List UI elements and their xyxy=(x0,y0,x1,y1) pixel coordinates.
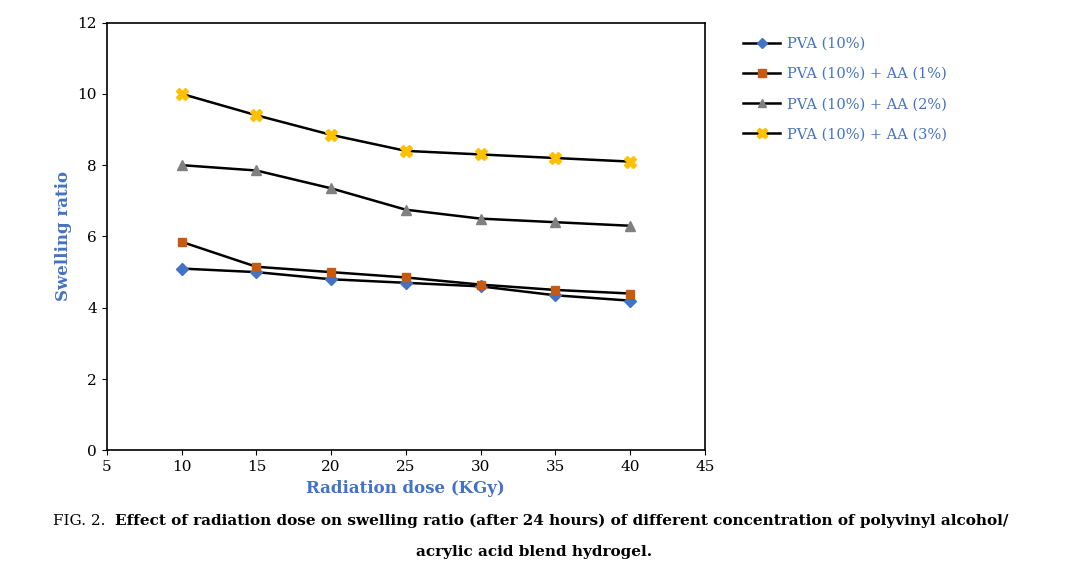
PVA (10%) xyxy=(175,265,188,272)
PVA (10%) + AA (1%) xyxy=(250,263,263,270)
PVA (10%) + AA (1%) xyxy=(474,281,487,288)
PVA (10%) + AA (3%) xyxy=(175,91,188,97)
PVA (10%) + AA (2%) xyxy=(399,206,412,213)
PVA (10%) + AA (1%) xyxy=(399,274,412,281)
PVA (10%) xyxy=(325,276,337,283)
PVA (10%) + AA (3%) xyxy=(250,112,263,119)
Line: PVA (10%) + AA (1%): PVA (10%) + AA (1%) xyxy=(177,238,634,298)
PVA (10%) + AA (2%) xyxy=(549,219,562,226)
PVA (10%) + AA (3%) xyxy=(399,148,412,154)
PVA (10%) + AA (3%) xyxy=(325,131,337,138)
X-axis label: Radiation dose (KGy): Radiation dose (KGy) xyxy=(307,480,505,497)
PVA (10%) + AA (1%) xyxy=(549,287,562,293)
PVA (10%) + AA (2%) xyxy=(624,222,637,229)
Text: Effect of radiation dose on swelling ratio (after 24 hours) of different concent: Effect of radiation dose on swelling rat… xyxy=(115,513,1009,528)
PVA (10%) + AA (1%) xyxy=(325,269,337,275)
Legend: PVA (10%), PVA (10%) + AA (1%), PVA (10%) + AA (2%), PVA (10%) + AA (3%): PVA (10%), PVA (10%) + AA (1%), PVA (10%… xyxy=(736,30,955,149)
Line: PVA (10%) + AA (2%): PVA (10%) + AA (2%) xyxy=(176,160,635,231)
Text: acrylic acid blend hydrogel.: acrylic acid blend hydrogel. xyxy=(415,545,653,558)
PVA (10%) xyxy=(474,283,487,290)
PVA (10%) + AA (1%) xyxy=(175,239,188,245)
PVA (10%) + AA (3%) xyxy=(624,158,637,165)
Y-axis label: Swelling ratio: Swelling ratio xyxy=(56,172,72,301)
PVA (10%) xyxy=(624,297,637,304)
Line: PVA (10%) + AA (3%): PVA (10%) + AA (3%) xyxy=(175,88,637,168)
PVA (10%) xyxy=(250,269,263,275)
PVA (10%) xyxy=(549,292,562,298)
PVA (10%) xyxy=(399,279,412,286)
Text: FIG. 2.: FIG. 2. xyxy=(53,514,111,528)
PVA (10%) + AA (2%) xyxy=(175,162,188,168)
PVA (10%) + AA (3%) xyxy=(474,151,487,158)
PVA (10%) + AA (2%) xyxy=(474,215,487,222)
PVA (10%) + AA (2%) xyxy=(250,167,263,174)
PVA (10%) + AA (2%) xyxy=(325,185,337,191)
Line: PVA (10%): PVA (10%) xyxy=(177,265,634,305)
PVA (10%) + AA (1%) xyxy=(624,290,637,297)
PVA (10%) + AA (3%) xyxy=(549,155,562,162)
